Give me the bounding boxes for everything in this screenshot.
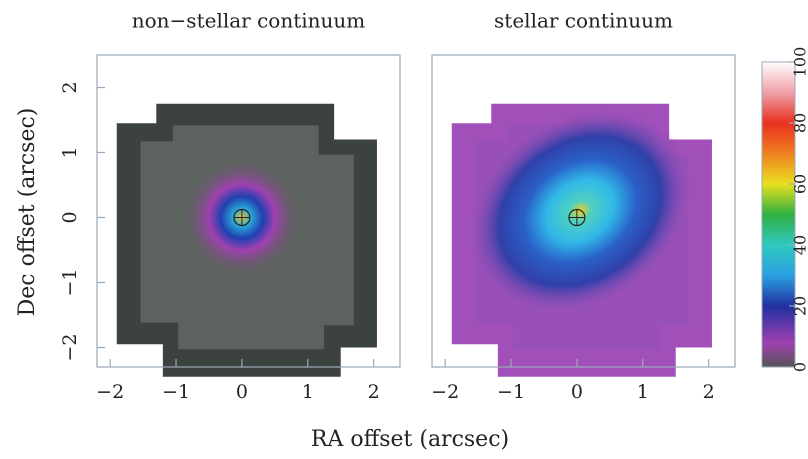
colorbar-tick-label: 40 bbox=[791, 235, 808, 255]
y-tick-label: 1 bbox=[59, 146, 81, 158]
panel-title: non−stellar continuum bbox=[132, 9, 366, 33]
plot-frame bbox=[96, 54, 401, 368]
colorbar-tick-label: 100 bbox=[791, 47, 808, 78]
colorbar-tick-label: 80 bbox=[791, 113, 808, 133]
y-tick-label: 0 bbox=[59, 211, 81, 223]
x-axis-label: RA offset (arcsec) bbox=[311, 427, 509, 452]
x-tick-label: 0 bbox=[571, 381, 583, 403]
y-tick-label: −1 bbox=[59, 268, 81, 296]
x-tick-label: −1 bbox=[497, 381, 525, 403]
x-tick-label: 1 bbox=[637, 381, 649, 403]
x-tick-label: −2 bbox=[96, 381, 124, 403]
plot-frame bbox=[431, 54, 736, 368]
x-tick-label: 2 bbox=[368, 381, 380, 403]
emission-core bbox=[467, 107, 693, 315]
x-tick-label: −1 bbox=[162, 381, 190, 403]
x-tick-label: 1 bbox=[302, 381, 314, 403]
colorbar-tick-label: 20 bbox=[791, 296, 808, 316]
x-tick-label: 0 bbox=[236, 381, 248, 403]
colorbar-tick-label: 60 bbox=[791, 174, 808, 194]
y-tick-label: 2 bbox=[59, 81, 81, 93]
colorbar-tick-label: 0 bbox=[791, 362, 808, 372]
y-axis-label: Dec offset (arcsec) bbox=[15, 108, 40, 317]
y-tick-label: −2 bbox=[59, 333, 81, 361]
colorbar bbox=[761, 61, 796, 368]
x-tick-label: −2 bbox=[431, 381, 459, 403]
panel-title: stellar continuum bbox=[494, 9, 673, 33]
x-tick-label: 2 bbox=[703, 381, 715, 403]
